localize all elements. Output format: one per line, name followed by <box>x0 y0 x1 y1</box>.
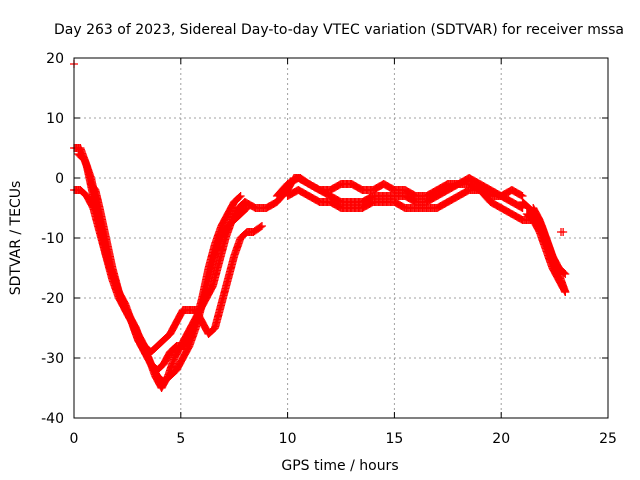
data-point <box>257 222 266 230</box>
x-tick-label: 25 <box>599 431 617 447</box>
y-tick-label: 0 <box>55 171 64 187</box>
data-points <box>70 60 570 392</box>
data-point <box>236 192 245 200</box>
axis-ticks: 0 5 10 15 20 25 -40 -30 -20 -10 0 10 20 <box>41 51 617 447</box>
chart-title: Day 263 of 2023, Sidereal Day-to-day VTE… <box>54 22 624 38</box>
data-point <box>235 193 244 201</box>
data-point <box>561 270 570 278</box>
plot-frame <box>73 57 609 419</box>
grid <box>74 58 608 418</box>
x-tick-label: 15 <box>385 431 403 447</box>
x-axis-label: GPS time / hours <box>281 458 398 474</box>
data-point <box>560 269 569 277</box>
data-point <box>256 222 265 231</box>
y-tick-label: 10 <box>46 111 64 127</box>
y-axis-label: SDTVAR / TECUs <box>8 181 24 296</box>
y-tick-label: -10 <box>41 231 64 247</box>
x-tick-label: 20 <box>492 431 510 447</box>
data-point <box>559 228 568 236</box>
x-tick-label: 10 <box>279 431 297 447</box>
y-tick-label: 20 <box>46 51 64 67</box>
y-tick-label: -40 <box>41 411 64 427</box>
x-tick-label: 0 <box>70 431 79 447</box>
data-point <box>561 288 570 296</box>
data-point <box>517 191 526 200</box>
x-tick-label: 5 <box>176 431 185 447</box>
y-tick-label: -20 <box>41 291 64 307</box>
y-tick-label: -30 <box>41 351 64 367</box>
